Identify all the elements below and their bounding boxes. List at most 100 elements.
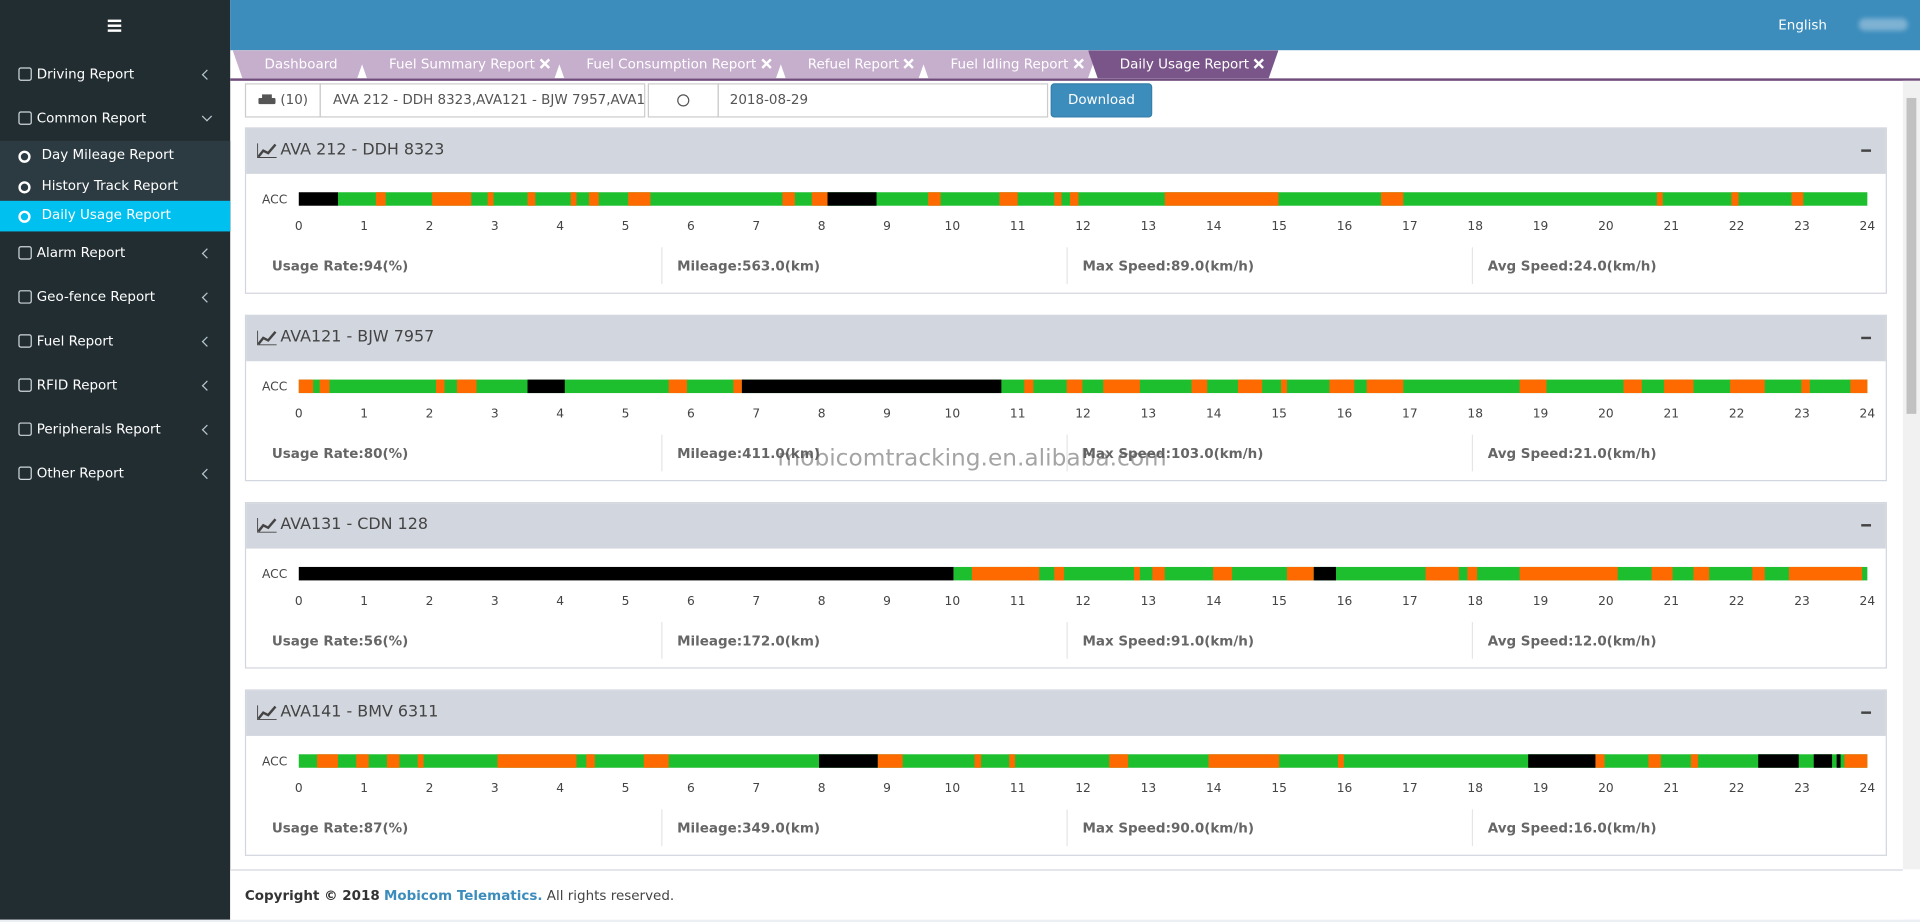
menu-item[interactable]: RFID Report [0,363,230,407]
scrollbar[interactable] [1902,80,1920,870]
menu-item[interactable]: Other Report [0,452,230,496]
acc-segment [1850,379,1868,394]
user[interactable] [1858,18,1908,31]
collapse-button[interactable] [1861,149,1872,152]
acc-segment [733,379,742,394]
acc-segment [417,754,424,768]
copyright: Copyright © 2018 [244,887,380,904]
report-card: AVA131 - CDN 128 ACC 0 1 2 3 4 5 6 7 8 9 10 11 12 13 14 1… [244,502,1887,669]
menu-item[interactable]: Common Report [0,97,230,141]
acc-segment [628,192,651,206]
menu-item[interactable]: Peripherals Report [0,407,230,451]
acc-segment [877,754,903,768]
tab[interactable]: Fuel Idling Report [919,50,1098,78]
tick-label: 17 [1402,407,1418,421]
count: (10) [280,91,309,108]
acc-segment [1152,566,1165,581]
acc-segment [375,192,386,206]
tick-label: 13 [1141,594,1157,608]
tick-label: 19 [1533,594,1549,608]
menu-item[interactable]: Driving Report [0,53,230,97]
submenu-item[interactable]: History Track Report [0,171,230,201]
collapse-button[interactable] [1861,711,1872,714]
company-link[interactable]: Mobicom Telematics. [384,887,543,904]
date-input[interactable]: 2018-08-29 [717,83,1049,118]
acc-segment [971,566,1040,581]
tick-label: 23 [1794,781,1810,795]
scroll-thumb[interactable] [1906,97,1917,414]
rights: All rights reserved. [546,887,675,904]
tick-label: 7 [752,407,760,421]
acc-segment [1623,379,1642,394]
acc-segment [1595,754,1605,768]
tick-label: 14 [1206,219,1222,233]
language[interactable]: English [1778,17,1827,34]
tab-close[interactable] [1254,59,1264,69]
tick-label: 2 [426,219,434,233]
tab[interactable]: Refuel Report [776,50,929,78]
acc-segment [298,754,1868,768]
menu-item[interactable]: Geo-fence Report [0,275,230,319]
acc-segment [387,754,400,768]
acc-label: ACC [262,567,287,581]
tick-label: 24 [1860,781,1876,795]
watermark: mobicomtracking.en.alibaba.com [777,444,1167,472]
vehicles: AVA 212 - DDH 8323,AVA121 - BJW 7957,AVA… [333,91,646,108]
acc-segment [1690,754,1699,768]
acc-segment [432,192,472,206]
stat-divider [1066,247,1068,285]
tick-label: 4 [556,594,564,608]
tick-label: 9 [883,594,891,608]
acc-segment [1693,566,1710,581]
stat: Usage Rate:80(%) [271,445,409,462]
tick-label: 21 [1663,781,1679,795]
tab[interactable]: Daily Usage Report [1088,50,1279,78]
icon-line [257,705,277,720]
tab[interactable]: Fuel Summary Report [357,50,564,78]
acc-segment [811,192,828,206]
tick-label: 13 [1141,781,1157,795]
vehicle-count[interactable]: (10) [244,83,321,118]
tab-close[interactable] [540,59,550,69]
acc-segment [1788,566,1863,581]
tick-label: 7 [752,781,760,795]
chevron [201,111,213,122]
tick-label: 8 [818,781,826,795]
acc-segment [1366,379,1404,394]
menu-item[interactable]: Alarm Report [0,231,230,275]
chart-icon [257,705,277,721]
download-button[interactable]: Download [1050,83,1153,118]
menu-toggle[interactable] [107,19,122,35]
tab[interactable]: Fuel Consumption Report [554,50,785,78]
tab[interactable]: Dashboard [233,50,367,78]
tab-close[interactable] [761,59,771,69]
collapse-button[interactable] [1861,524,1872,527]
acc-segment [1054,192,1062,206]
radio-icon [18,210,31,224]
acc-segment [1758,754,1799,768]
menu-label: Alarm Report [36,244,126,261]
tick-label: 8 [818,219,826,233]
tab-close[interactable] [904,59,914,69]
acc-segment [298,192,338,206]
submenu-item[interactable]: Daily Usage Report [0,201,231,232]
tick-label: 24 [1860,407,1876,421]
acc-segment [1519,566,1618,581]
tick-label: 0 [295,219,303,233]
chevron [201,468,213,479]
acc-segment [1425,566,1459,581]
collapse-button[interactable] [1861,336,1872,340]
tick-label: 19 [1533,219,1549,233]
menu-item[interactable]: Fuel Report [0,319,230,363]
menu-label: Fuel Report [36,332,114,349]
tab-close[interactable] [1073,59,1083,69]
submenu-item[interactable]: Day Mileage Report [0,141,230,171]
report-card: AVA141 - BMV 6311 ACC 0 1 2 3 4 5 6 7 8 9 10 11 12 13 14… [244,689,1887,856]
stat-divider [1066,809,1068,847]
vehicle-select[interactable]: AVA 212 - DDH 8323,AVA121 - BJW 7957,AVA… [319,83,646,118]
tick-label: 18 [1467,594,1483,608]
acc-segment [1752,566,1765,581]
tick-label: 9 [883,781,891,795]
report-card: AVA121 - BJW 7957 ACC 0 1 2 3 4 5 6 7 8 9 10 11 12 13 14… [244,314,1887,482]
acc-segment [1791,192,1804,206]
